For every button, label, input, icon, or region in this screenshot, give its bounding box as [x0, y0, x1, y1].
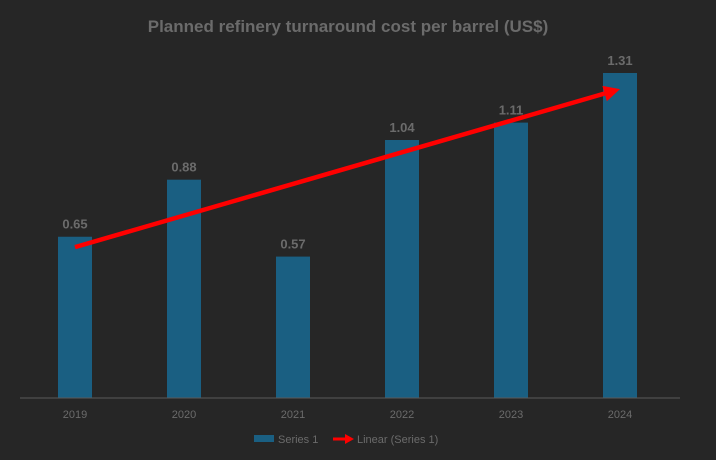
bar-2019 — [58, 236, 92, 398]
data-label-2021: 0.57 — [280, 237, 305, 252]
data-label-2019: 0.65 — [62, 217, 87, 232]
legend-trend-label: Linear (Series 1) — [357, 434, 438, 446]
legend-series-swatch — [254, 435, 274, 442]
x-tick-2023: 2023 — [499, 409, 523, 421]
legend-trend-arrow-icon — [333, 434, 354, 444]
bar-2022 — [385, 139, 419, 398]
x-tick-2021: 2021 — [281, 409, 305, 421]
trendline — [74, 91, 606, 250]
legend: Series 1 Linear (Series 1) — [254, 434, 438, 446]
data-label-2020: 0.88 — [171, 160, 196, 175]
chart-title: Planned refinery turnaround cost per bar… — [148, 17, 549, 36]
data-label-2023: 1.11 — [499, 103, 524, 118]
trendline-arrowhead — [602, 85, 620, 102]
x-tick-2020: 2020 — [172, 409, 196, 421]
bar-2023 — [494, 122, 528, 399]
data-label-2024: 1.31 — [607, 53, 632, 68]
bar-2021 — [276, 256, 310, 398]
data-label-2022: 1.04 — [389, 120, 415, 135]
x-tick-2022: 2022 — [390, 409, 414, 421]
legend-series-label: Series 1 — [278, 434, 318, 446]
x-tick-2019: 2019 — [63, 409, 87, 421]
x-tick-2024: 2024 — [608, 409, 632, 421]
bar-2024 — [603, 73, 637, 398]
